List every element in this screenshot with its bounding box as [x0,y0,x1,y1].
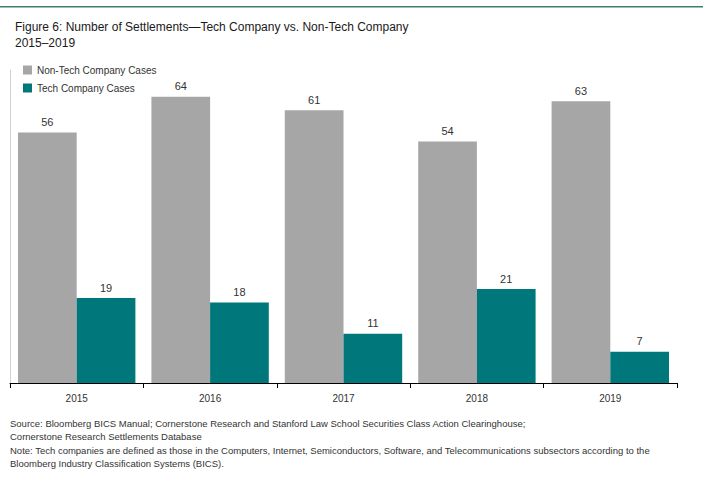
svg-text:64: 64 [175,80,187,92]
svg-text:21: 21 [500,273,512,285]
svg-text:Source: Bloomberg BICS Manual;: Source: Bloomberg BICS Manual; Cornersto… [10,418,525,429]
svg-text:63: 63 [575,85,587,97]
svg-text:Cornerstone Research Settlemen: Cornerstone Research Settlements Databas… [10,431,202,442]
svg-text:2018: 2018 [466,393,489,404]
svg-text:54: 54 [441,125,453,137]
svg-text:61: 61 [308,94,320,106]
svg-text:56: 56 [41,116,53,128]
svg-text:2015–2019: 2015–2019 [15,36,75,50]
svg-text:2017: 2017 [332,393,355,404]
svg-text:19: 19 [100,282,112,294]
svg-text:2016: 2016 [199,393,222,404]
svg-text:Non-Tech Company Cases: Non-Tech Company Cases [37,65,157,76]
svg-text:11: 11 [367,317,378,329]
svg-text:2015: 2015 [66,393,89,404]
svg-text:2019: 2019 [599,393,622,404]
svg-text:Figure 6: Number of Settlement: Figure 6: Number of Settlements—Tech Com… [15,20,409,34]
svg-text:18: 18 [233,286,245,298]
svg-text:Note: Tech companies are defin: Note: Tech companies are defined as thos… [10,445,650,456]
svg-text:Tech Company Cases: Tech Company Cases [37,83,135,94]
svg-text:Bloomberg Industry Classificat: Bloomberg Industry Classification System… [10,458,224,469]
svg-text:7: 7 [637,335,643,347]
